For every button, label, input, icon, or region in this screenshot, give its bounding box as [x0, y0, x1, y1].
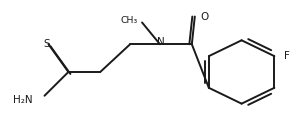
Text: S: S [43, 39, 50, 49]
Text: F: F [284, 51, 290, 61]
Text: H₂N: H₂N [13, 95, 32, 105]
Text: CH₃: CH₃ [121, 16, 138, 25]
Text: N: N [157, 37, 165, 47]
Text: O: O [201, 12, 209, 22]
